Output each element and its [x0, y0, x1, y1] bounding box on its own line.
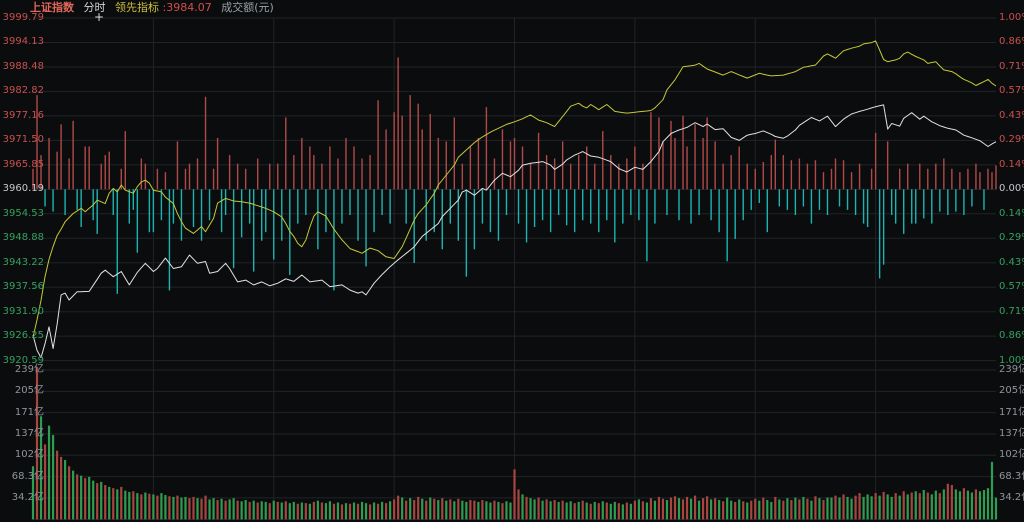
price-axis-label: 3988.48 [2, 60, 44, 72]
percent-axis-label: 0.00% [999, 183, 1024, 195]
tab-intraday[interactable]: 分时 [83, 1, 106, 14]
percent-axis-label: 0.86% [999, 330, 1024, 342]
volume-axis-label: 68.3亿 [999, 470, 1024, 482]
percent-axis-label: 0.43% [999, 256, 1024, 268]
percent-axis-right: 1.00% 0.86% 0.71% 0.57% 0.43% 0.29% 0.14% 0.00%… [999, 0, 1024, 522]
lead-indicator-value: :3984.07 [162, 1, 212, 14]
chart-header: 上证指数 分时 领先指标 :3984.07 成交额(元) [30, 1, 280, 14]
price-axis-label: 3926.25 [2, 330, 44, 342]
volume-axis-label: 102亿 [14, 449, 44, 461]
lead-indicator-label: 领先指标 [115, 1, 159, 14]
volume-axis-label: 205亿 [14, 385, 44, 397]
percent-axis-label: 0.29% [999, 232, 1024, 244]
volume-axis-label: 171亿 [999, 406, 1024, 418]
percent-axis-label: 0.14% [999, 158, 1024, 170]
volume-axis-label: 34.2亿 [11, 491, 44, 503]
percent-axis-label: 0.43% [999, 109, 1024, 121]
percent-axis-label: 0.14% [999, 207, 1024, 219]
turnover-bars [31, 366, 998, 520]
price-axis-label: 3937.56 [2, 281, 44, 293]
volume-axis-label: 171亿 [14, 406, 44, 418]
price-axis-label: 3920.59 [2, 354, 44, 366]
percent-axis-label: 0.57% [999, 85, 1024, 97]
percent-axis-label: 0.29% [999, 134, 1024, 146]
volume-axis-label: 34.2亿 [999, 491, 1024, 503]
price-axis-label: 3971.50 [2, 134, 44, 146]
percent-axis-label: 0.71% [999, 305, 1024, 317]
leading-indicator-line [32, 40, 997, 338]
volume-axis-label: 137亿 [14, 427, 44, 439]
percent-axis-label: 1.00% [999, 354, 1024, 366]
volume-axis-label: 205亿 [999, 385, 1024, 397]
gridlines [33, 17, 996, 520]
volume-axis-label: 239亿 [999, 364, 1024, 375]
price-axis-label: 3999.79 [2, 12, 44, 23]
crosshair-cursor: + [94, 10, 105, 24]
volume-axis-label: 137亿 [999, 427, 1024, 439]
price-axis-label: 3965.85 [2, 158, 44, 170]
price-axis-label: 3977.16 [2, 109, 44, 121]
price-axis-label: 3982.82 [2, 85, 44, 97]
price-axis-label: 3954.53 [2, 207, 44, 219]
price-axis-label: 3960.19 [2, 183, 44, 195]
price-axis-label: 3994.13 [2, 36, 44, 48]
price-axis-label: 3943.22 [2, 256, 44, 268]
price-lines [32, 40, 997, 359]
percent-axis-label: 0.57% [999, 281, 1024, 293]
index-price-line [32, 104, 997, 359]
price-axis-label: 3948.88 [2, 232, 44, 244]
price-axis-label: 3931.90 [2, 305, 44, 317]
volume-axis-label: 68.3亿 [11, 470, 44, 482]
net-flow-bars [32, 57, 997, 294]
percent-axis-label: 0.86% [999, 36, 1024, 48]
turnover-axis-label: 成交额(元) [221, 1, 274, 14]
price-axis-left: 3999.79 3994.13 3988.48 3982.82 3977.16 3971.… [0, 0, 46, 522]
percent-axis-label: 0.71% [999, 60, 1024, 72]
percent-axis-label: 1.00% [999, 12, 1024, 23]
volume-axis-label: 239亿 [14, 364, 44, 375]
volume-axis-label: 102亿 [999, 449, 1024, 461]
index-name[interactable]: 上证指数 [30, 1, 74, 14]
